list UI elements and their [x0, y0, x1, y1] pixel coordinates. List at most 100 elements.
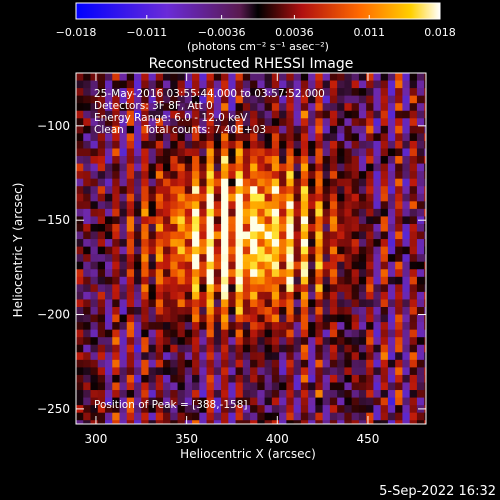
heatmap-cell [286, 178, 295, 187]
heatmap-cell [148, 156, 157, 165]
heatmap-cell [424, 276, 426, 285]
heatmap-cell [163, 193, 171, 202]
heatmap-cell [344, 352, 353, 361]
heatmap-cell [141, 208, 150, 218]
heatmap-cell [358, 163, 367, 172]
heatmap-cell [105, 299, 113, 308]
heatmap-cell [141, 223, 150, 233]
heatmap-cell [380, 110, 389, 119]
heatmap-cell [271, 133, 280, 142]
heatmap-cell [141, 110, 150, 119]
heatmap-cell [373, 201, 382, 210]
heatmap-cell [134, 261, 142, 270]
heatmap-cell [105, 374, 113, 384]
heatmap-cell [358, 125, 367, 134]
heatmap-cell [83, 322, 92, 331]
heatmap-cell [329, 156, 338, 165]
heatmap-cell [409, 367, 418, 376]
heatmap-cell [373, 307, 382, 316]
heatmap-cell [402, 80, 411, 89]
heatmap-cell [192, 163, 200, 172]
heatmap-cell [148, 359, 157, 368]
heatmap-cell [235, 254, 244, 263]
heatmap-cell [264, 133, 273, 142]
heatmap-cell [155, 73, 164, 82]
heatmap-cell [300, 359, 309, 368]
heatmap-cell [279, 405, 287, 414]
heatmap-cell [213, 156, 222, 165]
heatmap-cell [141, 186, 150, 195]
heatmap-cell [141, 140, 150, 150]
heatmap-cell [300, 80, 309, 89]
heatmap-cell [134, 95, 142, 104]
heatmap-cell [380, 186, 389, 195]
heatmap-cell [329, 246, 338, 255]
heatmap-cell [112, 140, 121, 150]
heatmap-cell [134, 193, 142, 202]
heatmap-cell [402, 382, 411, 391]
heatmap-cell [351, 156, 360, 165]
heatmap-cell [351, 420, 360, 424]
heatmap-cell [416, 95, 425, 104]
heatmap-cell [293, 133, 302, 142]
heatmap-cell [402, 216, 411, 225]
heatmap-cell [235, 88, 244, 97]
heatmap-cell [344, 344, 353, 353]
heatmap-cell [271, 73, 280, 82]
heatmap-cell [293, 276, 302, 285]
heatmap-cell [308, 322, 316, 331]
heatmap-cell [199, 329, 208, 338]
heatmap-cell [148, 337, 157, 346]
heatmap-cell [83, 284, 92, 293]
heatmap-cell [402, 397, 411, 406]
heatmap-cell [112, 367, 121, 376]
heatmap-cell [192, 405, 200, 414]
heatmap-cell [424, 88, 426, 97]
heatmap-cell [358, 133, 367, 142]
heatmap-cell [286, 80, 295, 89]
heatmap-cell [424, 337, 426, 346]
heatmap-cell [105, 125, 113, 134]
heatmap-cell [126, 352, 135, 361]
heatmap-cell [366, 163, 375, 172]
heatmap-cell [112, 284, 121, 293]
heatmap-cell [402, 322, 411, 331]
heatmap-cell [213, 352, 222, 361]
heatmap-cell [199, 269, 208, 278]
heatmap-cell [387, 178, 396, 187]
heatmap-cell [112, 163, 121, 172]
heatmap-cell [308, 156, 316, 165]
annotation-peak-position: Position of Peak = [388,-158] [94, 399, 248, 411]
heatmap-cell [97, 223, 106, 233]
heatmap-cell [184, 405, 193, 414]
heatmap-cell [148, 261, 157, 270]
heatmap-cell [308, 344, 316, 353]
heatmap-cell [416, 291, 425, 301]
heatmap-cell [105, 201, 113, 210]
heatmap-cell [366, 80, 375, 89]
heatmap-cell [97, 133, 106, 142]
heatmap-cell [170, 95, 179, 104]
heatmap-cell [279, 80, 287, 89]
heatmap-cell [235, 223, 244, 233]
heatmap-cell [83, 337, 92, 346]
heatmap-cell [119, 156, 128, 165]
heatmap-cell [416, 261, 425, 270]
heatmap-cell [286, 420, 295, 424]
heatmap-cell [344, 397, 353, 406]
heatmap-cell [250, 148, 258, 157]
heatmap-cell [134, 322, 142, 331]
heatmap-cell [155, 208, 164, 218]
heatmap-cell [300, 223, 309, 233]
heatmap-cell [293, 171, 302, 180]
heatmap-cell [315, 95, 324, 104]
heatmap-cell [83, 382, 92, 391]
heatmap-cell [126, 382, 135, 391]
heatmap-cell [83, 307, 92, 316]
heatmap-cell [235, 390, 244, 399]
heatmap-cell [387, 284, 396, 293]
heatmap-cell [126, 88, 135, 97]
heatmap-cell [105, 329, 113, 338]
heatmap-cell [199, 412, 208, 421]
heatmap-cell [242, 148, 251, 157]
